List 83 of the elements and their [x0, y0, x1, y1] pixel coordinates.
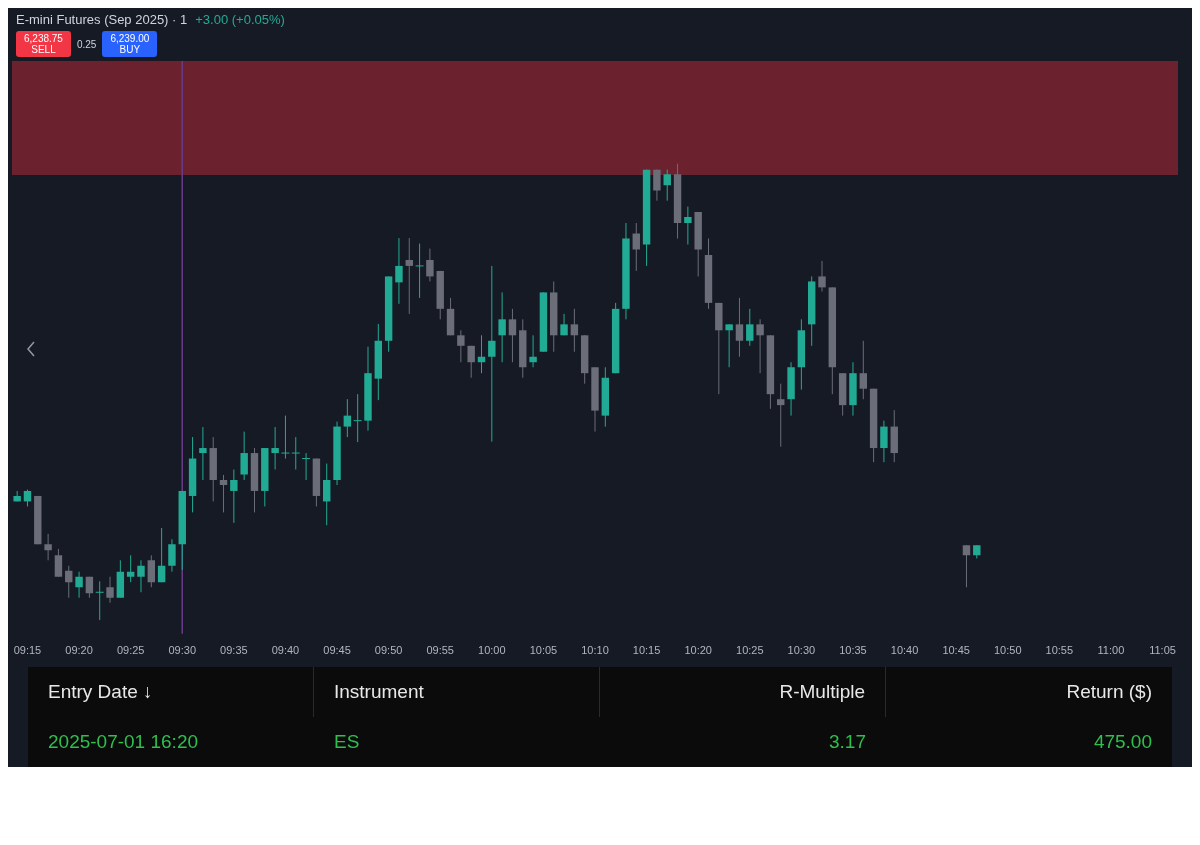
x-tick-label: 10:20 — [684, 644, 712, 657]
candlestick — [106, 576, 114, 604]
text: Entry Date ↓ — [28, 667, 314, 717]
x-tick-label: 10:45 — [942, 644, 970, 657]
candlestick — [405, 237, 413, 315]
x-tick-label: 10:50 — [993, 644, 1022, 657]
x-tick-label: 10:40 — [890, 644, 919, 657]
x-tick-label: 10:35 — [839, 644, 867, 657]
x-tick-label: 09:45 — [323, 644, 351, 657]
text: BUY — [118, 44, 142, 55]
candlestick — [653, 169, 661, 202]
x-tick-label: 09:30 — [168, 644, 197, 657]
candlestick — [529, 334, 537, 368]
candlestick — [168, 538, 176, 573]
candlestick — [230, 468, 238, 524]
candlestick — [570, 308, 579, 353]
chart-title: E-mini Futures (Sep 2025) · 1 — [16, 12, 188, 27]
text: 6,239.00 — [110, 33, 150, 44]
text: 0.25 — [76, 38, 97, 50]
candlestick — [426, 248, 434, 282]
candlestick — [818, 260, 826, 292]
x-tick-label: 10:25 — [736, 644, 764, 657]
candlestick — [735, 297, 744, 358]
candlestick — [65, 565, 73, 599]
candlestick — [280, 415, 290, 460]
x-tick-label: 09:20 — [65, 644, 93, 657]
candlestick — [343, 398, 352, 438]
x-tick-label: 10:00 — [478, 644, 506, 657]
text: 6,238.75 — [24, 33, 63, 44]
x-tick-label: 10:05 — [529, 644, 558, 657]
text: R-Multiple — [600, 667, 886, 717]
candlestick — [962, 544, 971, 588]
x-tick-label: 09:50 — [374, 644, 403, 657]
candlestick — [95, 580, 105, 621]
text: 3.17 — [828, 730, 867, 754]
candlestick — [137, 559, 145, 593]
text: Instrument — [314, 667, 600, 717]
candlestick — [291, 436, 301, 470]
x-tick-label: 10:30 — [787, 644, 816, 657]
text: 475.00 — [1092, 730, 1153, 754]
candlestick — [147, 554, 156, 588]
x-tick-label: 09:25 — [116, 644, 145, 657]
candlestick — [880, 420, 888, 463]
candlestick — [157, 527, 166, 583]
candlestick — [395, 237, 403, 305]
x-tick-label: 10:10 — [581, 644, 609, 657]
candlestick — [684, 206, 692, 245]
candlestick — [457, 329, 465, 363]
text: ES — [333, 730, 361, 754]
candlestick — [777, 383, 785, 448]
candlestick — [323, 463, 331, 526]
chart-subtitle: +3.00 (+0.05%) — [195, 12, 285, 27]
x-tick-label: 09:40 — [271, 644, 300, 657]
x-tick-label: 10:15 — [632, 644, 661, 657]
candlestick — [240, 431, 248, 481]
x-tick-label: 09:15 — [13, 644, 42, 657]
candlestick — [415, 243, 425, 299]
candlestick — [859, 340, 867, 400]
x-tick-label: 10:55 — [1045, 644, 1074, 657]
x-tick-label: 11:05 — [1149, 644, 1176, 657]
candlestick — [199, 426, 207, 481]
candlestick — [725, 323, 733, 368]
x-tick-label: 11:00 — [1097, 644, 1125, 657]
candlestick — [488, 265, 496, 443]
candlestick — [508, 308, 517, 363]
text: 2025-07-01 16:20 — [47, 730, 199, 754]
candlestick — [44, 533, 52, 561]
candlestick — [498, 291, 506, 363]
candlestick — [467, 345, 475, 379]
x-tick-label: 09:55 — [426, 644, 454, 657]
x-tick-label: 09:35 — [220, 644, 248, 657]
candlestick — [301, 452, 311, 481]
candlestick — [75, 571, 83, 599]
candlestick — [756, 318, 764, 374]
text: Return ($) — [1065, 680, 1153, 704]
candlestick — [663, 169, 671, 202]
candlestick — [126, 554, 135, 583]
candlestick — [54, 548, 63, 578]
text: SELL — [30, 44, 57, 55]
candlestick — [219, 474, 228, 513]
candlestick — [271, 426, 279, 470]
candlestick — [353, 393, 363, 443]
candlestick — [746, 308, 754, 347]
